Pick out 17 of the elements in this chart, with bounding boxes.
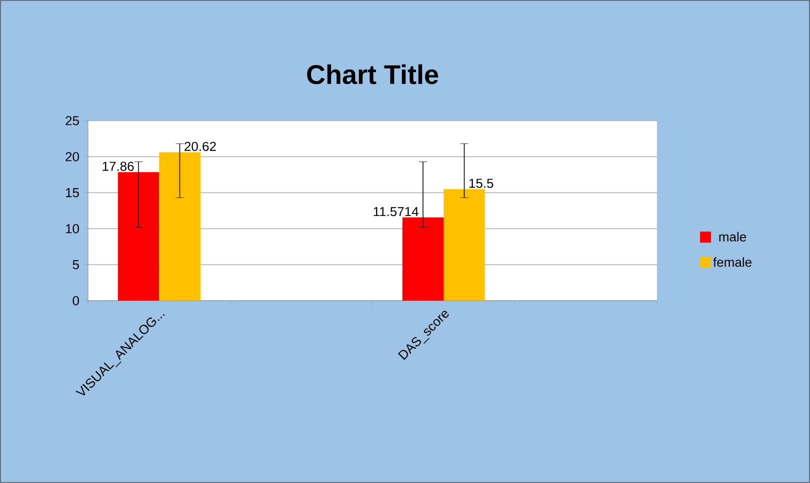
data-label: 11.5714 <box>374 207 418 216</box>
bar <box>402 217 444 301</box>
y-tick-label: 10 <box>66 224 79 234</box>
legend-label: male <box>719 232 746 242</box>
chart-title: Chart Title <box>307 64 438 84</box>
y-tick-label: 15 <box>66 188 79 198</box>
bar <box>159 152 200 301</box>
y-tick-label: 20 <box>66 152 79 162</box>
y-tick-label: 25 <box>66 116 79 126</box>
legend-label: female <box>713 257 752 267</box>
data-label: 17.86 <box>102 162 134 171</box>
bar <box>118 172 160 301</box>
data-label: 20.62 <box>184 142 216 152</box>
data-label: 15.5 <box>469 178 494 188</box>
bar <box>444 189 485 301</box>
y-tick-label: 0 <box>72 296 79 306</box>
y-tick-label: 5 <box>72 260 79 270</box>
